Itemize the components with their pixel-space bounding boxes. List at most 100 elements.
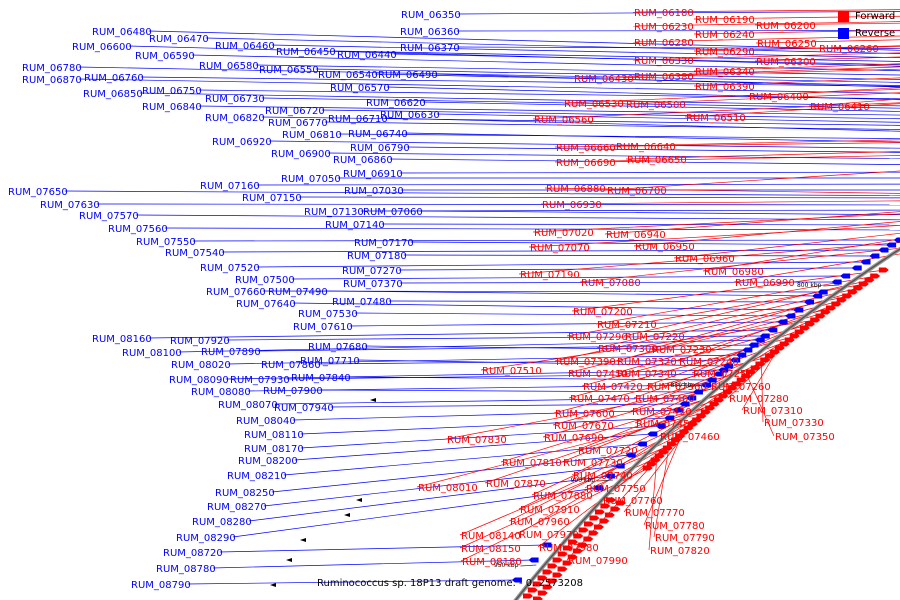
reverse-gene-label: RUM_07840 [291,373,351,384]
forward-gene-arrow [826,305,836,311]
forward-gene-arrow [870,273,881,279]
forward-gene-label: RUM_06190 [695,15,755,26]
reverse-gene-connector [191,54,900,72]
reverse-gene-label: RUM_06790 [350,143,410,154]
reverse-gene-label: RUM_08100 [122,348,182,359]
reverse-gene-label: RUM_06360 [400,27,460,38]
reverse-gene-label: RUM_06710 [328,114,388,125]
reverse-gene-label: RUM_07630 [40,200,100,211]
reverse-gene-connector [283,443,641,476]
reverse-gene-label: RUM_06860 [333,155,393,166]
reverse-gene-arrow [593,485,604,491]
forward-gene-connector [605,170,900,191]
reverse-gene-label: RUM_08210 [227,471,287,482]
forward-gene-label: RUM_07990 [568,556,628,567]
reverse-gene-arrow [759,333,770,339]
forward-gene-arrow [853,285,864,291]
forward-gene-connector [693,15,900,20]
forward-gene-label: RUM_06300 [756,57,816,68]
forward-gene-label: RUM_06960 [675,254,735,265]
forward-gene-connector [554,295,849,362]
reverse-gene-label: RUM_06440 [337,50,397,61]
reverse-gene-label: RUM_08160 [92,334,152,345]
forward-gene-connector [615,311,827,374]
forward-gene-arrow [755,361,766,367]
forward-gene-label: RUM_07460 [660,432,720,443]
forward-gene-arrow [700,409,711,415]
forward-gene-arrow [562,560,573,566]
scale-label: 850 kbp [670,382,695,389]
forward-gene-arrow [588,530,599,536]
forward-gene-arrow [662,445,673,451]
reverse-gene-label: RUM_06720 [265,106,325,117]
reverse-gene-label: RUM_06450 [276,47,336,58]
forward-gene-connector [532,213,900,233]
forward-gene-connector [579,247,900,283]
forward-gene-connector [624,92,900,105]
forward-gene-arrow [557,566,568,572]
forward-gene-connector [653,447,670,538]
forward-gene-arrow [646,461,657,467]
reverse-gene-connector [386,86,900,101]
forward-gene-label: RUM_07230 [652,345,712,356]
reverse-gene-label: RUM_06580 [199,61,259,72]
reverse-gene-connector [148,30,900,51]
reverse-gene-label: RUM_07900 [263,386,323,397]
forward-gene-arrow [784,337,795,343]
reverse-gene-label: RUM_08270 [207,502,267,513]
reverse-gene-connector [226,335,764,341]
forward-gene-label: RUM_06700 [607,186,667,197]
reverse-gene-connector [419,210,900,216]
forward-gene-label: RUM_07820 [650,546,710,557]
reverse-gene-connector [456,46,900,49]
forward-gene-arrow [552,572,563,578]
forward-gene-label: RUM_06380 [634,72,694,83]
other-feature-arrow [300,538,306,542]
reverse-gene-label: RUM_06460 [215,41,275,52]
reverse-gene-connector [198,105,900,116]
reverse-gene-label: RUM_07940 [274,403,334,414]
reverse-gene-connector [261,97,900,109]
forward-gene-arrow [604,512,615,518]
forward-gene-connector [808,98,900,107]
forward-gene-arrow [532,581,543,587]
forward-gene-arrow [600,503,611,509]
forward-gene-connector [553,355,772,414]
reverse-gene-connector [292,302,798,311]
forward-gene-label: RUM_06640 [616,142,676,153]
forward-gene-connector [754,56,900,62]
reverse-gene-label: RUM_07650 [8,187,68,198]
reverse-gene-arrow [718,367,729,373]
reverse-gene-arrow [706,377,717,383]
reverse-gene-arrow [664,415,675,421]
forward-gene-arrow [722,389,733,395]
forward-gene-arrow [642,465,653,471]
reverse-gene-label: RUM_08780 [156,564,216,575]
reverse-gene-arrow [840,273,851,279]
forward-gene-arrow [836,297,847,303]
reverse-gene-arrow [860,259,871,265]
reverse-gene-connector [338,133,900,139]
forward-gene-arrow [547,578,558,584]
forward-gene-label: RUM_07260 [711,382,771,393]
forward-gene-connector [747,87,900,97]
reverse-gene-arrow [736,352,747,358]
forward-gene-label: RUM_08010 [418,483,478,494]
reverse-gene-arrow [647,431,658,437]
reverse-gene-label: RUM_07890 [201,347,261,358]
legend-reverse-swatch [838,28,849,39]
reverse-gene-label: RUM_06590 [135,51,195,62]
forward-gene-label: RUM_06930 [542,200,602,211]
scale-label: 900 kbp [571,477,596,484]
forward-gene-label: RUM_07760 [603,496,663,507]
reverse-gene-connector [399,281,836,284]
reverse-gene-connector [434,73,900,88]
reverse-gene-connector [422,101,900,112]
forward-gene-arrow [537,590,548,596]
forward-gene-connector [480,319,817,371]
reverse-gene-label: RUM_07540 [165,248,225,259]
forward-gene-connector [484,403,716,484]
forward-gene-arrow [599,518,610,524]
reverse-gene-connector [178,339,759,353]
